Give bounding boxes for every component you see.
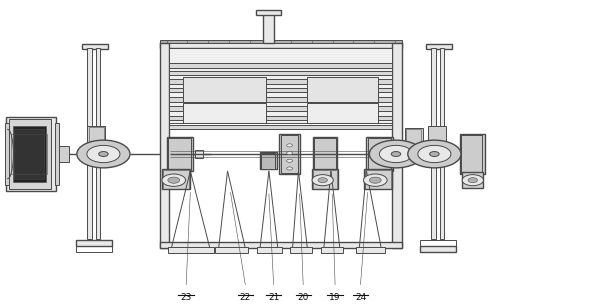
Bar [169,88,392,92]
Bar [168,247,214,253]
Circle shape [77,140,130,168]
Bar [160,43,169,248]
Text: 19: 19 [329,293,341,302]
Bar [160,42,402,48]
Text: 23: 23 [180,293,192,302]
Bar [281,135,298,173]
Circle shape [312,175,333,186]
Bar [169,97,392,102]
Bar [169,116,392,120]
Bar [461,135,482,173]
Circle shape [287,159,293,162]
Bar [160,40,402,43]
Bar [167,137,193,171]
Bar [313,170,337,189]
Bar [183,77,266,102]
Bar [368,138,391,170]
Text: 21: 21 [268,293,280,302]
Circle shape [430,152,439,156]
Bar [364,169,392,189]
Bar [313,137,337,171]
Circle shape [287,167,293,170]
Circle shape [99,152,108,156]
Bar [5,123,9,185]
Bar [76,240,112,246]
Bar [11,134,47,174]
Bar [168,138,191,170]
Bar [420,246,456,252]
Bar [440,48,444,239]
Bar [462,172,483,188]
Bar [169,106,392,111]
Bar [256,10,281,15]
Bar [169,79,392,84]
Bar [169,125,392,129]
Bar [215,247,248,253]
Bar [392,43,402,248]
Bar [307,103,378,123]
Bar [87,126,105,143]
Circle shape [287,152,293,155]
Circle shape [369,177,381,183]
Bar [263,13,274,43]
Bar [82,44,108,49]
Bar [260,152,277,169]
Circle shape [162,174,186,186]
Bar [426,44,452,49]
Bar [195,150,203,158]
Bar [307,77,378,102]
Circle shape [391,152,401,156]
Bar [59,146,69,162]
Bar [279,134,300,174]
Circle shape [379,145,413,163]
Bar [55,123,59,185]
Bar [183,103,266,123]
Bar [9,119,51,189]
Bar [14,129,44,179]
Bar [169,63,392,68]
Text: 22: 22 [239,293,251,302]
Bar [13,126,46,182]
Bar [96,48,100,239]
Text: 24: 24 [355,293,366,302]
Circle shape [87,145,120,163]
Bar [169,48,392,123]
Bar [405,128,423,145]
Circle shape [287,144,293,147]
Bar [6,117,56,191]
Bar [162,169,190,189]
Bar [290,247,312,253]
Circle shape [168,177,180,183]
Bar [321,247,343,253]
Bar [406,129,421,144]
Text: 20: 20 [297,293,309,302]
Circle shape [462,175,483,186]
Bar [76,246,112,252]
Circle shape [363,174,387,186]
Bar [160,242,402,248]
Circle shape [418,145,451,163]
Bar [257,247,282,253]
Bar [169,71,392,75]
Bar [314,138,336,170]
Bar [428,126,446,143]
Bar [365,170,391,189]
Circle shape [369,140,423,168]
Bar [89,127,104,143]
Bar [87,48,92,239]
Bar [163,170,189,189]
Circle shape [318,178,327,183]
Circle shape [468,178,478,183]
Bar [261,153,275,169]
Bar [431,48,436,239]
Bar [356,247,385,253]
Bar [420,240,456,246]
Bar [312,169,338,189]
Circle shape [408,140,461,168]
Bar [366,137,393,171]
Bar [460,134,485,174]
